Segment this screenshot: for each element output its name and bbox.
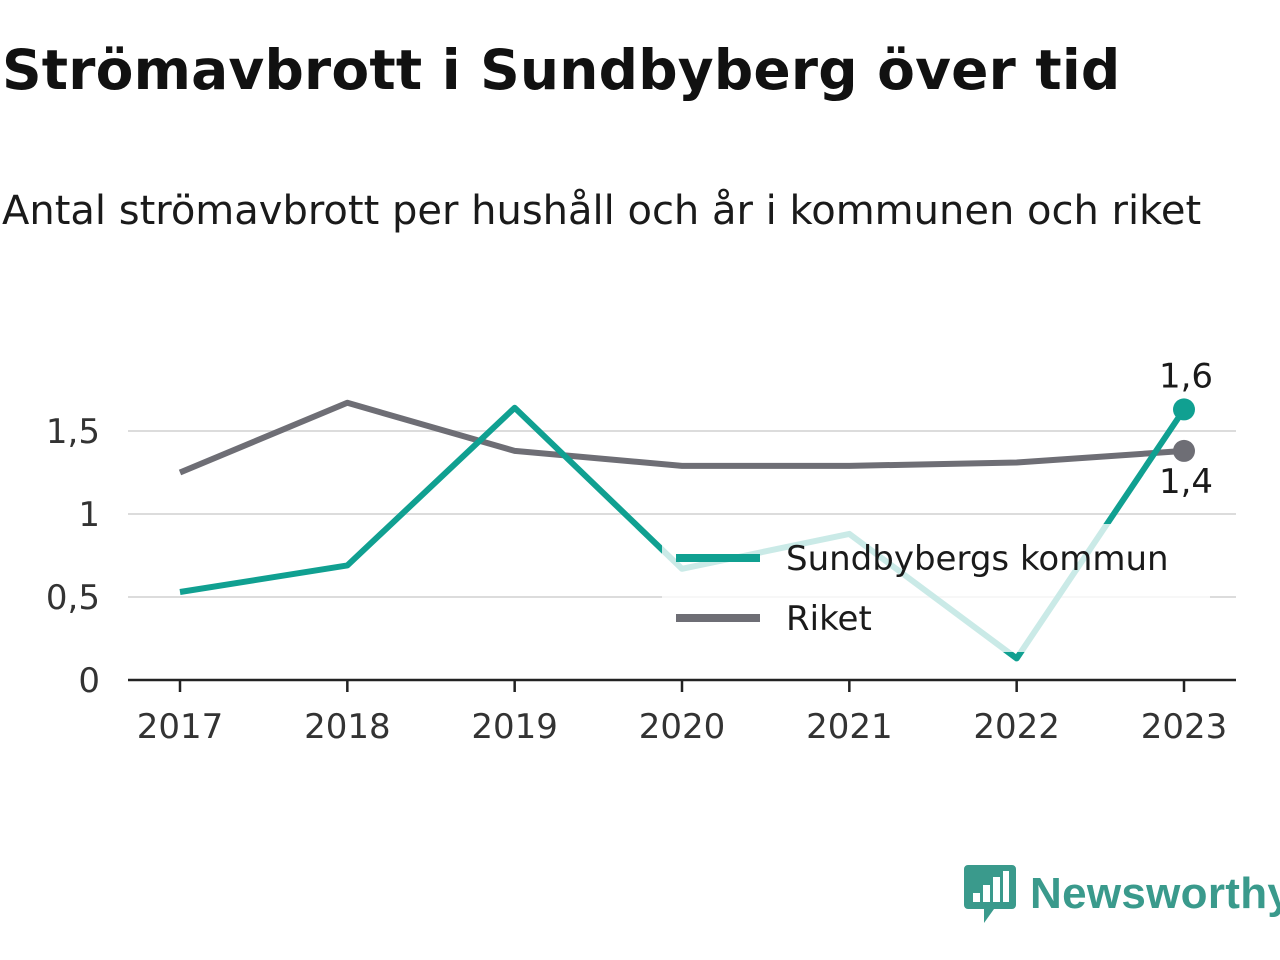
end-labels: 1,6 1,4 [1159, 356, 1213, 502]
y-tick-label: 0 [78, 661, 100, 701]
x-tick-label: 2021 [806, 707, 893, 747]
chart-title: Strömavbrott i Sundbyberg över tid [2, 38, 1121, 102]
chart-subtitle: Antal strömavbrott per hushåll och år i … [2, 188, 1202, 234]
legend-background [662, 524, 1210, 652]
x-tick-label: 2023 [1141, 707, 1228, 747]
x-tick-label: 2017 [137, 707, 224, 747]
x-tick-label: 2020 [639, 707, 726, 747]
legend-label: Riket [786, 599, 872, 639]
x-axis: 2017 2018 2019 2020 2021 2022 2023 [128, 678, 1236, 747]
end-label-sundbyberg: 1,6 [1159, 356, 1213, 396]
legend-label: Sundbybergs kommun [786, 539, 1169, 579]
y-tick-label: 1 [78, 495, 100, 535]
y-axis-ticks: 0 0,5 1 1,5 [46, 412, 100, 701]
brand-logo: Newsworthy [964, 862, 1280, 926]
series-line-riket [178, 399, 1185, 476]
y-tick-label: 0,5 [46, 578, 100, 618]
brand-name: Newsworthy [1030, 869, 1280, 918]
y-tick-label: 1,5 [46, 412, 100, 452]
x-tick-label: 2019 [471, 707, 558, 747]
x-tick-label: 2022 [973, 707, 1060, 747]
data-point [1173, 398, 1195, 421]
x-tick-label: 2018 [304, 707, 391, 747]
end-label-riket: 1,4 [1159, 462, 1213, 502]
legend: Sundbybergs kommun Riket [662, 524, 1210, 652]
newsworthy-logo-icon [964, 865, 1016, 923]
data-point [1173, 439, 1195, 462]
